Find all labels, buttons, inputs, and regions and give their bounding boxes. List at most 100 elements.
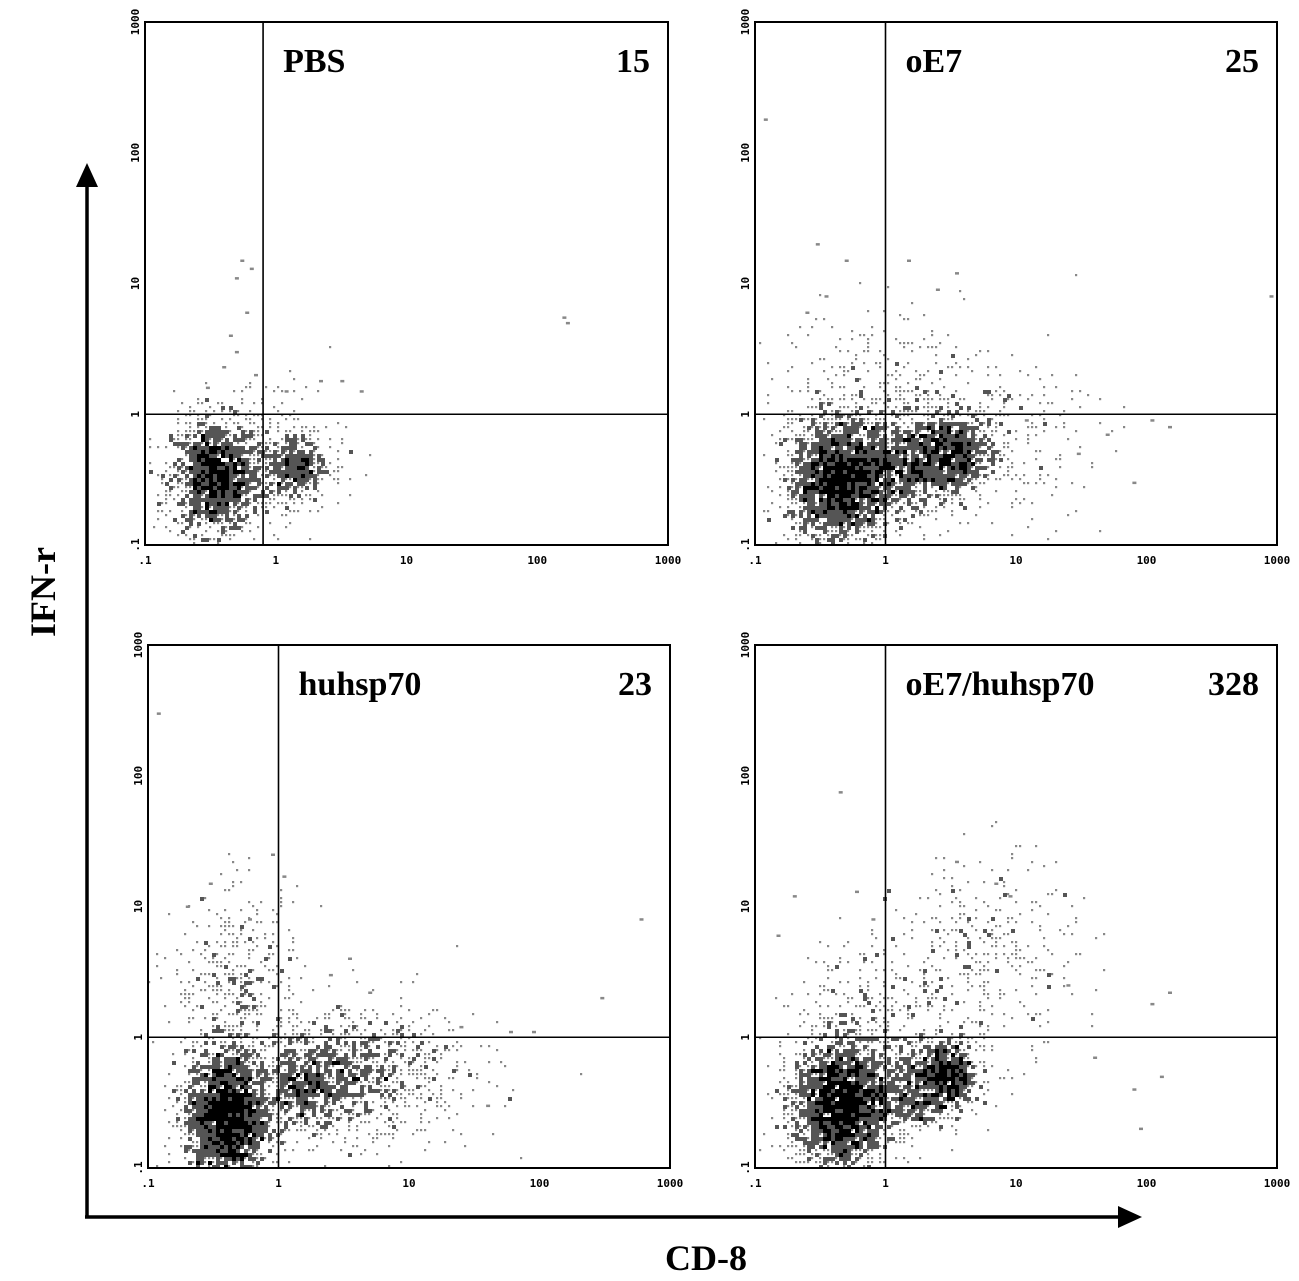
- data-point: [368, 991, 373, 994]
- data-point: [844, 259, 849, 262]
- data-point: [205, 386, 210, 390]
- data-point: [340, 379, 345, 383]
- data-point: [359, 390, 364, 393]
- data-point: [271, 853, 275, 856]
- data-point: [805, 311, 810, 314]
- data-point: [156, 712, 161, 715]
- data-point: [1139, 1127, 1143, 1131]
- data-point: [994, 882, 999, 885]
- data-point: [1150, 419, 1155, 422]
- data-point: [254, 373, 258, 377]
- data-point: [1132, 481, 1137, 485]
- panel-title: huhsp70: [299, 666, 422, 703]
- y-tick-label: 10: [129, 277, 142, 290]
- panel-title: oE7/huhsp70: [906, 666, 1095, 703]
- x-tick-label: .1: [141, 1177, 155, 1190]
- y-tick-label: 100: [129, 143, 142, 163]
- x-tick-label: .1: [748, 554, 762, 567]
- x-axis-label: CD-8: [665, 1238, 747, 1278]
- panel-frame: [147, 644, 671, 1169]
- data-point: [328, 973, 333, 977]
- x-tick-label: 1: [882, 1177, 889, 1190]
- x-tick-label: .1: [138, 554, 152, 567]
- data-point: [1105, 433, 1110, 436]
- data-point: [228, 334, 233, 337]
- y-tick-label: 1000: [129, 9, 142, 36]
- data-point: [792, 895, 797, 898]
- data-point: [248, 918, 252, 921]
- data-point: [1159, 1075, 1164, 1079]
- panel-count: 328: [1208, 666, 1259, 703]
- data-point: [245, 311, 250, 314]
- data-point: [234, 350, 239, 354]
- y-axis-label: IFN-r: [23, 547, 63, 637]
- y-tick-label: 1: [739, 411, 752, 418]
- data-point: [282, 875, 287, 878]
- panel-frame: [754, 21, 1278, 546]
- x-tick-label: 10: [1009, 554, 1022, 567]
- x-tick-label: 1000: [1264, 554, 1291, 567]
- data-point: [639, 918, 644, 921]
- x-tick-label: 10: [400, 554, 413, 567]
- y-tick-label: .1: [739, 538, 752, 552]
- x-tick-label: 100: [1137, 1177, 1157, 1190]
- y-tick-label: 10: [739, 277, 752, 290]
- x-tick-label: 1000: [655, 554, 682, 567]
- y-tick-label: 100: [739, 143, 752, 163]
- density-cloud: [149, 346, 372, 545]
- y-tick-label: 1: [129, 411, 142, 418]
- data-point: [249, 267, 254, 271]
- panel-count: 25: [1225, 43, 1259, 80]
- panel-frame: [144, 21, 669, 546]
- x-tick-label: 100: [530, 1177, 550, 1190]
- data-point: [935, 288, 940, 291]
- y-tick-label: 1000: [739, 9, 752, 36]
- y-tick-label: 100: [739, 766, 752, 786]
- y-tick-label: 1: [739, 1034, 752, 1041]
- density-cloud: [759, 821, 1106, 1169]
- data-point: [222, 366, 227, 369]
- x-tick-label: 1: [882, 554, 889, 567]
- data-point: [1269, 295, 1274, 298]
- data-point: [208, 882, 213, 885]
- density-cloud: [148, 853, 583, 1169]
- data-point: [532, 1030, 536, 1034]
- y-tick-label: 100: [132, 766, 145, 786]
- data-point: [838, 791, 843, 794]
- data-point: [1076, 452, 1081, 456]
- data-point: [871, 918, 876, 921]
- data-point: [1066, 984, 1071, 987]
- y-tick-label: .1: [739, 1161, 752, 1175]
- panel-frame: [754, 644, 1278, 1169]
- data-point: [486, 1104, 491, 1108]
- data-point: [319, 379, 323, 383]
- data-point: [955, 272, 959, 275]
- data-point: [907, 259, 911, 262]
- data-point: [509, 1030, 513, 1034]
- x-tick-label: 1000: [657, 1177, 684, 1190]
- data-point: [459, 1025, 464, 1029]
- y-tick-label: 1000: [739, 632, 752, 659]
- data-point: [1024, 419, 1029, 422]
- x-tick-label: 100: [1137, 554, 1157, 567]
- x-tick-label: 10: [402, 1177, 415, 1190]
- data-point: [1168, 425, 1172, 429]
- data-point: [1132, 1088, 1137, 1091]
- x-tick-label: 1: [272, 554, 279, 567]
- y-tick-label: 1: [132, 1034, 145, 1041]
- density-cloud: [759, 274, 1126, 546]
- panel-count: 15: [616, 43, 650, 80]
- data-point: [955, 860, 959, 864]
- data-point: [776, 934, 781, 937]
- data-point: [185, 905, 190, 908]
- panels-group: .1 1 10 100 1000 .1 1 10 100 1000 PBS 15 .1 1 10 100 100…: [129, 9, 1290, 1190]
- panel-2: .1 1 10 100 1000 .1 1 10 100 1000 oE7 25: [739, 9, 1290, 567]
- x-tick-label: 10: [1009, 1177, 1022, 1190]
- data-point: [240, 259, 245, 262]
- y-axis-arrow: [76, 163, 98, 1217]
- y-tick-label: 1000: [132, 632, 145, 659]
- panel-1: .1 1 10 100 1000 .1 1 10 100 1000 PBS 15: [129, 9, 681, 567]
- data-point: [824, 295, 829, 298]
- x-tick-label: 1000: [1264, 1177, 1291, 1190]
